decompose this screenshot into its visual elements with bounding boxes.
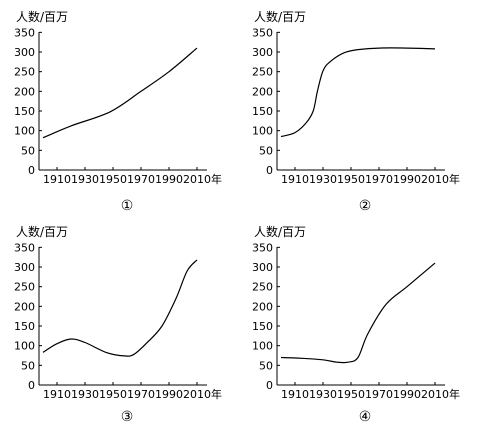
y-tick-label: 250 <box>252 66 273 79</box>
x-tick-label: 1970 <box>127 388 155 401</box>
y-unit-label: 人数/百万 <box>254 9 306 24</box>
y-tick-label: 0 <box>266 379 273 392</box>
y-tick-label: 150 <box>252 320 273 333</box>
y-tick-label: 100 <box>252 125 273 138</box>
x-tick-label: 1950 <box>99 388 127 401</box>
x-tick-label: 1990 <box>155 173 183 186</box>
panel-number-label: ② <box>359 198 372 214</box>
y-tick-label: 100 <box>14 125 35 138</box>
y-tick-label: 150 <box>252 105 273 118</box>
y-unit-label: 人数/百万 <box>254 224 306 239</box>
y-tick-label: 300 <box>14 46 35 59</box>
y-tick-label: 200 <box>14 300 35 313</box>
y-tick-label: 50 <box>21 144 35 157</box>
y-tick-label: 350 <box>14 26 35 39</box>
x-tick-label: 1930 <box>309 388 337 401</box>
y-tick-label: 150 <box>14 105 35 118</box>
x-tick-label: 1910 <box>43 388 71 401</box>
y-tick-label: 0 <box>28 164 35 177</box>
y-tick-label: 350 <box>252 26 273 39</box>
x-tick-label: 1910 <box>43 173 71 186</box>
y-tick-label: 100 <box>14 340 35 353</box>
y-tick-label: 200 <box>252 85 273 98</box>
y-tick-label: 50 <box>259 144 273 157</box>
y-tick-label: 200 <box>252 300 273 313</box>
x-tick-label: 1930 <box>71 388 99 401</box>
series-line <box>280 47 436 138</box>
y-tick-label: 50 <box>259 359 273 372</box>
panel-number-label: ③ <box>121 409 134 425</box>
x-axis-unit-suffix: 年 <box>449 172 460 186</box>
x-tick-label: 2010 <box>183 173 211 186</box>
y-tick-label: 50 <box>21 359 35 372</box>
x-tick-label: 2010 <box>183 388 211 401</box>
x-tick-label: 1910 <box>281 388 309 401</box>
x-tick-label: 1930 <box>309 173 337 186</box>
x-tick-label: 1950 <box>337 173 365 186</box>
y-tick-label: 200 <box>14 85 35 98</box>
x-axis-unit-suffix: 年 <box>211 387 222 401</box>
y-tick-label: 300 <box>252 261 273 274</box>
y-tick-label: 100 <box>252 340 273 353</box>
y-tick-label: 0 <box>28 379 35 392</box>
y-tick-label: 300 <box>252 46 273 59</box>
y-unit-label: 人数/百万 <box>16 224 68 239</box>
series-line <box>280 262 436 364</box>
x-tick-label: 1930 <box>71 173 99 186</box>
y-tick-label: 350 <box>14 241 35 254</box>
y-tick-label: 150 <box>14 320 35 333</box>
y-tick-label: 250 <box>14 66 35 79</box>
series-line <box>42 47 198 139</box>
y-unit-label: 人数/百万 <box>16 9 68 24</box>
x-tick-label: 1970 <box>127 173 155 186</box>
y-tick-label: 0 <box>266 164 273 177</box>
x-tick-label: 1950 <box>99 173 127 186</box>
panel-number-label: ① <box>121 198 134 214</box>
x-tick-label: 1990 <box>155 388 183 401</box>
x-tick-label: 2010 <box>421 173 449 186</box>
x-axis-unit-suffix: 年 <box>449 387 460 401</box>
y-tick-label: 250 <box>252 281 273 294</box>
x-tick-label: 1990 <box>393 173 421 186</box>
y-tick-label: 350 <box>252 241 273 254</box>
y-tick-label: 300 <box>14 261 35 274</box>
panel-number-label: ④ <box>359 409 372 425</box>
x-tick-label: 2010 <box>421 388 449 401</box>
x-tick-label: 1910 <box>281 173 309 186</box>
x-tick-label: 1950 <box>337 388 365 401</box>
x-tick-label: 1970 <box>365 173 393 186</box>
x-tick-label: 1970 <box>365 388 393 401</box>
series-line <box>42 259 198 357</box>
x-axis-unit-suffix: 年 <box>211 172 222 186</box>
x-tick-label: 1990 <box>393 388 421 401</box>
y-tick-label: 250 <box>14 281 35 294</box>
